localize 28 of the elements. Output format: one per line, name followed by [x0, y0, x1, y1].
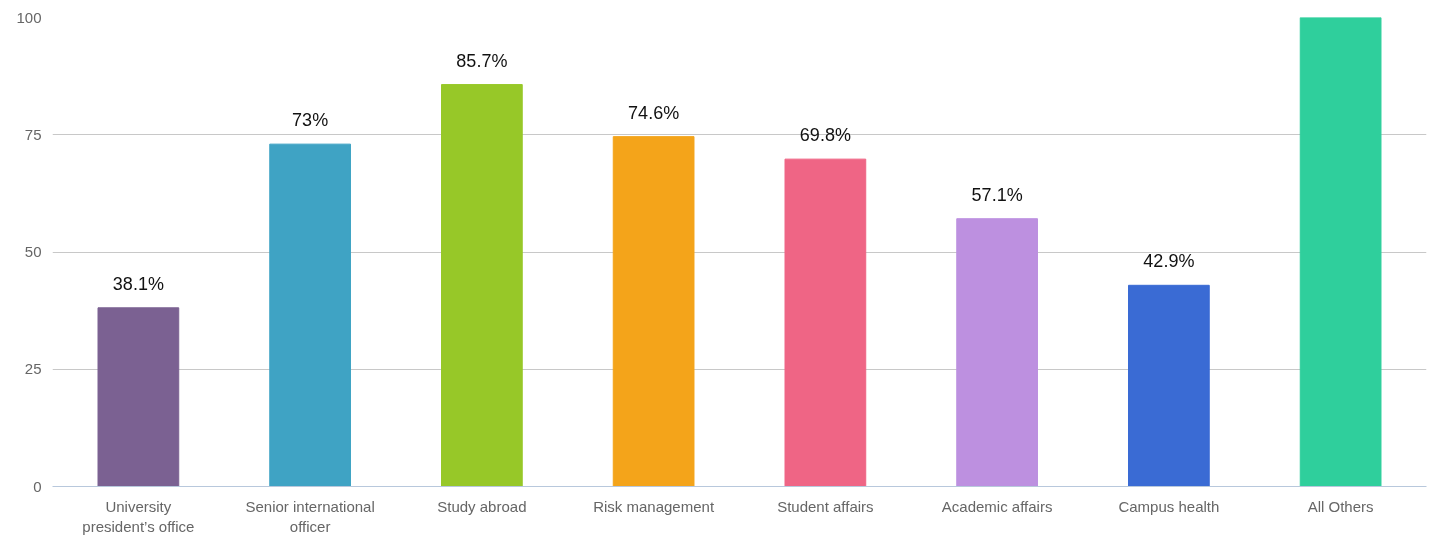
data-label: 57.1%: [971, 184, 1023, 205]
bar: [1299, 17, 1382, 487]
y-tick-label: 0: [33, 477, 42, 495]
x-tick-label: All Others: [1307, 497, 1374, 515]
x-tick-label: Risk management: [593, 497, 715, 515]
y-tick-label: 25: [24, 360, 42, 378]
bar: [612, 136, 695, 487]
data-label: 42.9%: [1143, 251, 1195, 272]
x-tick-label: Study abroad: [437, 497, 527, 515]
bar: [956, 218, 1038, 487]
data-label: 85.7%: [456, 50, 508, 71]
data-label: 74.6%: [628, 102, 680, 123]
x-tick-label: Senior international officer: [245, 497, 375, 535]
x-tick-label: University president’s office: [82, 497, 195, 535]
y-tick-label: 75: [24, 125, 42, 143]
data-label: 38.1%: [112, 273, 164, 294]
bar: [441, 84, 523, 487]
bar: [784, 158, 867, 487]
y-tick-label: 50: [24, 243, 42, 260]
y-tick-label: 100: [16, 8, 42, 26]
x-tick-label: Campus health: [1118, 497, 1220, 515]
data-label: 73%: [292, 110, 329, 131]
data-label: 69.8%: [799, 125, 851, 146]
x-tick-label: Student affairs: [777, 497, 874, 515]
bar: [1128, 284, 1210, 487]
x-tick-label: Academic affairs: [941, 497, 1053, 515]
bar: [269, 143, 351, 487]
bar: [97, 307, 180, 487]
